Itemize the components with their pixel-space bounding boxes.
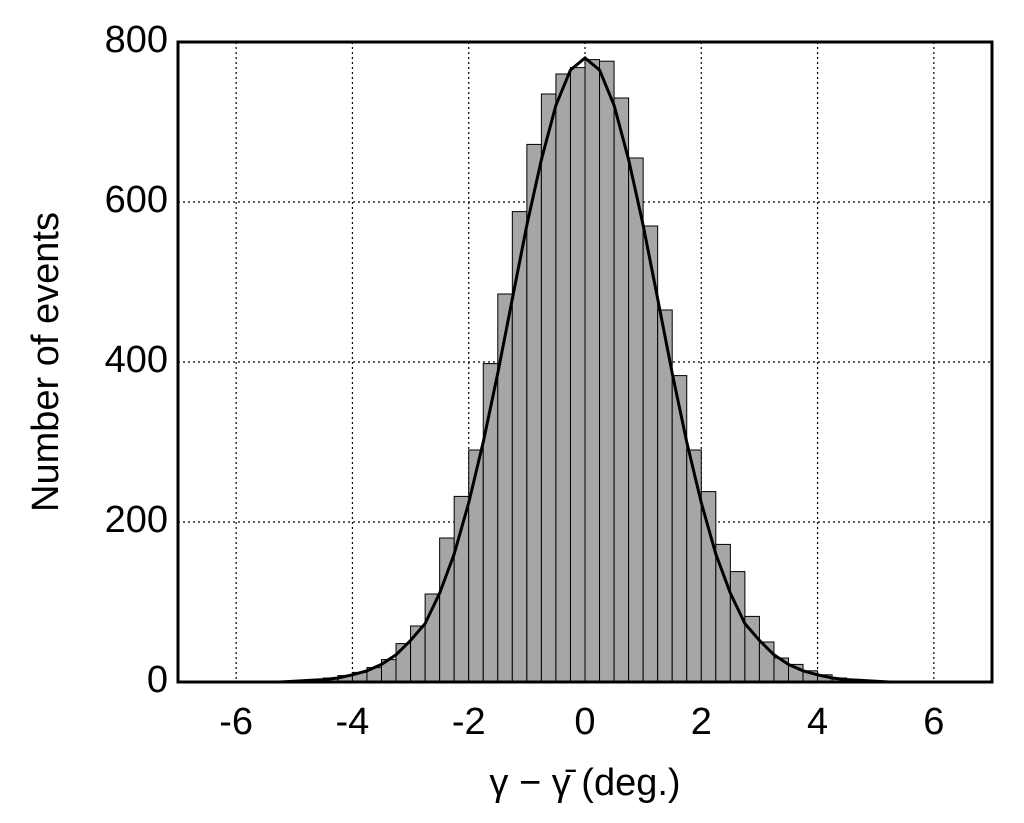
bar	[526, 143, 542, 683]
x-tick-label: 2	[691, 701, 712, 743]
x-axis-label: γ − γ̄ (deg.)	[489, 762, 680, 804]
bar	[468, 449, 484, 683]
bar	[584, 59, 601, 683]
y-tick-label: 200	[105, 499, 168, 541]
fit-curve	[178, 56, 992, 684]
x-tick-label: 4	[807, 701, 828, 743]
x-tick-label: -6	[219, 701, 253, 743]
bar	[686, 449, 702, 683]
bar	[628, 157, 644, 683]
x-tick-label: -4	[336, 701, 370, 743]
y-tick-label: 0	[147, 659, 168, 701]
y-axis-label: Number of events	[25, 212, 67, 512]
y-tick-label: 800	[105, 19, 168, 61]
plot-frame	[176, 40, 994, 684]
bar	[671, 375, 688, 683]
bar	[569, 67, 586, 683]
bar	[715, 543, 731, 683]
bar	[700, 491, 717, 683]
x-tick-label: -2	[452, 701, 486, 743]
x-tick-label: 0	[574, 701, 595, 743]
y-tick-label: 600	[105, 179, 168, 221]
bar	[729, 571, 746, 683]
bar	[613, 97, 630, 683]
bar	[540, 93, 557, 683]
bar	[497, 293, 513, 683]
x-tick-label: 6	[923, 701, 944, 743]
bar	[599, 60, 615, 683]
bar	[555, 73, 571, 683]
y-tick-label: 400	[105, 339, 168, 381]
bar	[410, 625, 426, 683]
